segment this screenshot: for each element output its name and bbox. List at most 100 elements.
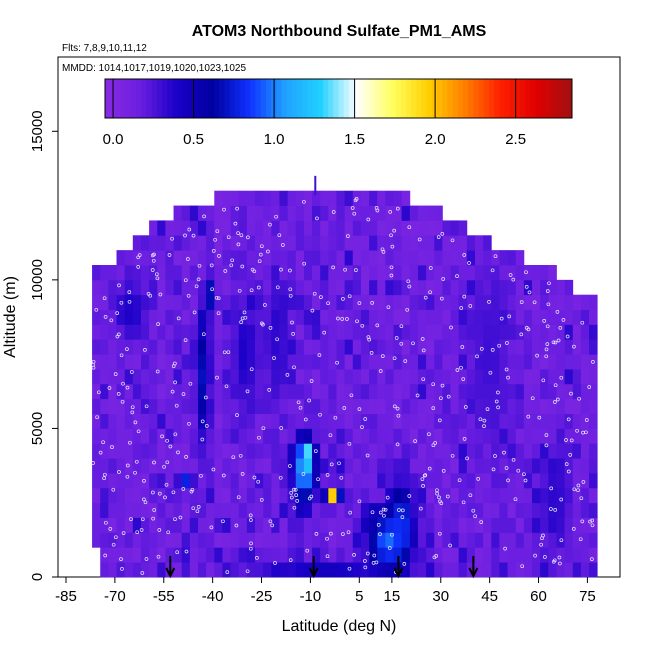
- sample-point: [211, 467, 216, 472]
- curtain-cell: [230, 339, 240, 355]
- curtain-cell: [589, 413, 598, 429]
- sample-point: [459, 365, 463, 370]
- curtain-cell: [222, 220, 231, 236]
- sample-point: [209, 525, 214, 530]
- curtain-cell: [173, 428, 183, 444]
- curtain-cell: [295, 517, 305, 533]
- curtain-cell: [124, 339, 134, 355]
- curtain-cell: [206, 532, 215, 548]
- sample-point: [380, 354, 385, 358]
- curtain-cell: [483, 413, 492, 429]
- curtain-cell: [369, 398, 378, 414]
- sample-point: [165, 438, 169, 443]
- curtain-cell: [515, 532, 525, 548]
- sample-point: [558, 561, 562, 566]
- curtain-cell: [483, 562, 492, 578]
- sample-point: [333, 415, 338, 420]
- curtain-cell: [263, 279, 272, 296]
- curtain-cell: [540, 532, 549, 548]
- curtain-cell: [100, 532, 109, 548]
- sample-point: [365, 551, 370, 556]
- curtain-cell: [401, 309, 411, 325]
- curtain-cell: [230, 309, 240, 325]
- sample-point: [152, 508, 157, 512]
- curtain-cell: [401, 517, 411, 533]
- sample-point: [445, 494, 450, 499]
- curtain-cell: [385, 398, 394, 414]
- sample-point: [235, 413, 239, 417]
- curtain-cell: [255, 250, 264, 266]
- curtain-cell: [108, 294, 117, 310]
- sample-point: [278, 475, 283, 480]
- curtain-cell: [189, 220, 199, 236]
- curtain-cell: [197, 428, 207, 444]
- curtain-cell: [230, 383, 240, 400]
- curtain-cell: [385, 324, 394, 340]
- curtain-cell: [523, 383, 533, 400]
- colorbar-frame: [104, 78, 573, 119]
- curtain-cell: [532, 413, 541, 429]
- curtain-cell: [132, 398, 142, 414]
- curtain-cell: [548, 383, 557, 400]
- curtain-cell: [344, 250, 354, 266]
- sample-point: [520, 564, 525, 569]
- sample-point: [240, 472, 245, 476]
- curtain-cell: [564, 339, 574, 355]
- curtain-cell: [246, 443, 256, 459]
- curtain-cell: [255, 235, 264, 251]
- curtain-cell: [344, 487, 354, 504]
- curtain-cell: [287, 443, 297, 459]
- curtain-cell: [336, 205, 346, 221]
- curtain-cell: [369, 413, 378, 429]
- curtain-cell: [458, 235, 468, 251]
- curtain-cell: [515, 473, 525, 489]
- curtain-cell: [409, 383, 419, 400]
- curtain-cell: [409, 532, 419, 548]
- sample-point: [499, 316, 504, 321]
- sample-point: [539, 542, 543, 547]
- curtain-cell: [197, 383, 207, 400]
- curtain-cell: [263, 383, 272, 400]
- colorbar-swatch: [452, 79, 459, 118]
- sample-point: [407, 494, 412, 498]
- curtain-cell: [165, 428, 174, 444]
- curtain-cell: [401, 383, 411, 400]
- curtain-cell: [312, 354, 321, 370]
- curtain-cell: [238, 398, 248, 414]
- sample-point: [246, 235, 250, 240]
- curtain-cell: [589, 294, 598, 310]
- colorbar-swatch: [208, 79, 215, 118]
- curtain-cell: [344, 458, 354, 474]
- x-tick-label: 45: [481, 588, 498, 605]
- curtain-cell: [409, 279, 419, 296]
- curtain-cell: [474, 398, 484, 414]
- sample-point: [572, 487, 577, 492]
- curtain-cell: [344, 443, 354, 459]
- sample-point: [337, 461, 341, 466]
- curtain-cell: [548, 324, 557, 340]
- curtain-cell: [140, 250, 150, 266]
- sample-point: [231, 455, 236, 460]
- curtain-cell: [360, 383, 370, 400]
- curtain-cell: [303, 473, 313, 489]
- curtain-cell: [303, 532, 313, 548]
- sample-point: [329, 531, 333, 536]
- sample-point: [245, 569, 250, 574]
- curtain-cell: [507, 369, 517, 385]
- curtain-cell: [352, 220, 362, 236]
- curtain-cell: [336, 369, 346, 385]
- sample-point: [211, 249, 216, 253]
- curtain-cell: [246, 383, 256, 400]
- sample-point: [406, 279, 411, 284]
- sample-point: [352, 553, 356, 557]
- curtain-cell: [320, 265, 329, 281]
- sample-point: [295, 499, 300, 503]
- sample-point: [186, 293, 191, 298]
- curtain-cell: [230, 473, 240, 489]
- curtain-cell: [173, 220, 183, 236]
- curtain-cell: [377, 294, 386, 310]
- curtain-cell: [515, 309, 525, 325]
- curtain-cell: [271, 265, 280, 281]
- curtain-cell: [417, 562, 427, 578]
- curtain-cell: [523, 369, 533, 385]
